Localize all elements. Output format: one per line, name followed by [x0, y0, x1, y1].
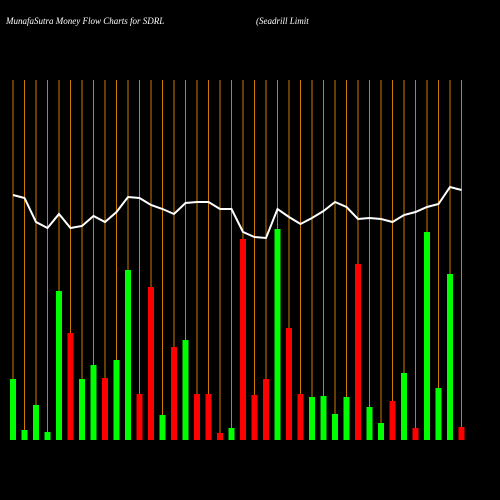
bar: [240, 239, 246, 440]
bar: [21, 430, 28, 440]
bar: [251, 395, 258, 440]
bar: [366, 407, 373, 440]
bar: [320, 396, 327, 440]
bar: [286, 328, 292, 440]
bar: [228, 428, 235, 440]
bar: [205, 394, 212, 440]
bar: [435, 388, 442, 440]
bar: [136, 394, 143, 440]
bar: [458, 427, 465, 440]
bar: [343, 397, 350, 440]
bar: [125, 270, 131, 440]
bar: [194, 394, 200, 440]
bar: [401, 373, 407, 440]
bar: [447, 274, 453, 440]
bar: [297, 394, 304, 440]
bar: [182, 340, 189, 440]
bar: [355, 264, 361, 440]
bar: [332, 414, 338, 440]
bar: [263, 379, 269, 440]
bar: [159, 415, 166, 440]
bar: [56, 291, 62, 440]
bar: [217, 433, 223, 440]
bar: [102, 378, 108, 440]
bar: [10, 379, 16, 440]
bar: [148, 287, 154, 440]
bar: [424, 232, 430, 440]
money-flow-line: [12, 185, 462, 240]
bar: [33, 405, 39, 440]
chart-subtitle: (Seadrill Limit: [256, 16, 309, 26]
bar: [389, 401, 396, 440]
chart-title: MunafaSutra Money Flow Charts for SDRL: [5, 16, 164, 26]
bar: [79, 379, 85, 440]
bar: [113, 360, 120, 440]
bar: [309, 397, 315, 440]
bar: [90, 365, 97, 440]
bar: [44, 432, 51, 440]
bar: [274, 229, 281, 440]
bar: [67, 333, 74, 440]
bar: [378, 423, 384, 440]
bar: [171, 347, 177, 440]
bar: [412, 428, 419, 440]
